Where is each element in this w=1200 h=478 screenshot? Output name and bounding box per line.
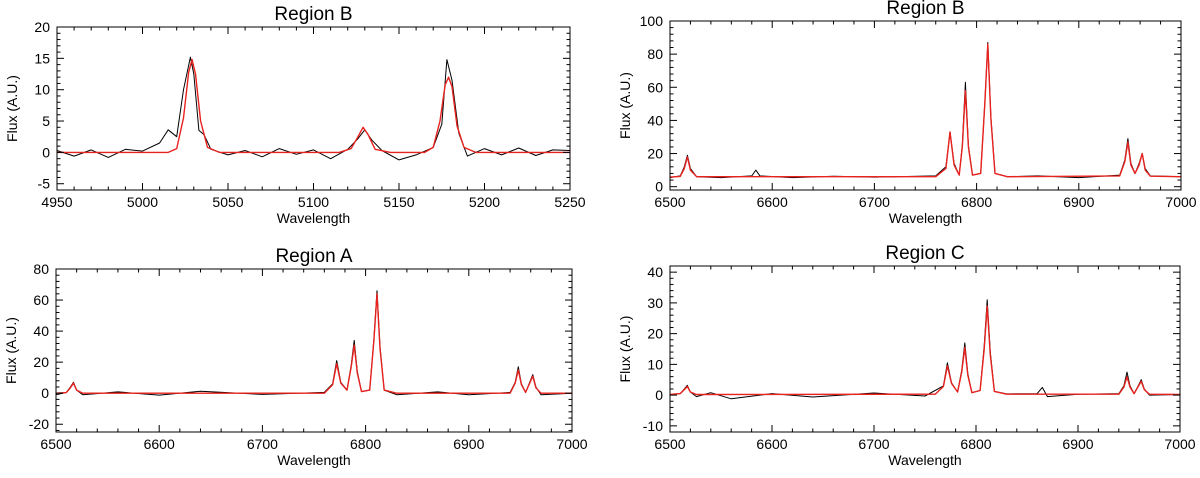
x-tick-label: 5100 xyxy=(298,194,329,210)
chart-title: Region A xyxy=(275,246,352,267)
x-tick-label: 6800 xyxy=(350,436,381,452)
y-tick-label: 40 xyxy=(33,323,49,339)
x-tick-label: 6900 xyxy=(453,436,484,452)
y-tick-label: 60 xyxy=(33,292,49,308)
x-tick-label: 6700 xyxy=(859,194,890,210)
x-tick-label: 6700 xyxy=(858,436,889,452)
y-tick-label: -10 xyxy=(643,418,663,434)
x-tick-label: 5050 xyxy=(212,194,243,210)
x-axis-label: Wavelength xyxy=(277,210,350,226)
chart-panel-2: 6500 6600 6700 6800 6900 7000 0 20 40 60 80 100 Regi… xyxy=(617,0,1197,226)
x-tick-label: 6600 xyxy=(757,194,788,210)
x-tick-label: 6900 xyxy=(1063,194,1094,210)
x-tick-label: 7000 xyxy=(1165,194,1196,210)
x-tick-label: 6700 xyxy=(247,436,278,452)
chart-title: Region C xyxy=(885,243,964,264)
series-line-model xyxy=(669,43,1182,178)
y-tick-label: 20 xyxy=(647,326,663,342)
x-tick-label: 6500 xyxy=(654,436,685,452)
x-tick-label: 5000 xyxy=(127,194,158,210)
y-axis-label: Flux (A.U.) xyxy=(4,75,20,142)
series-line-observed xyxy=(669,42,1182,179)
y-tick-label: 15 xyxy=(34,50,50,66)
plot-frame xyxy=(669,20,1182,191)
x-tick-label: 6800 xyxy=(960,436,991,452)
x-axis-label: Wavelength xyxy=(277,452,350,468)
y-tick-label: 40 xyxy=(647,264,663,280)
x-tick-label: 5250 xyxy=(554,194,585,210)
chart-panel-4: 6500 6600 6700 6800 6900 7000 -10 0 10 20 30 40 Regi… xyxy=(617,243,1196,468)
plot-frame xyxy=(669,265,1181,433)
y-tick-label: 60 xyxy=(647,79,663,95)
y-axis-label: Flux (A.U.) xyxy=(3,317,19,384)
x-tick-label: 6800 xyxy=(961,194,992,210)
x-tick-label: 5150 xyxy=(383,194,414,210)
series-line-observed xyxy=(55,290,573,396)
y-tick-label: 20 xyxy=(33,354,49,370)
y-tick-label: 20 xyxy=(34,19,50,35)
series-line-model xyxy=(57,58,570,154)
series-line-observed xyxy=(56,56,571,161)
x-tick-label: 5200 xyxy=(469,194,500,210)
y-tick-label: 0 xyxy=(41,385,49,401)
y-tick-label: 80 xyxy=(33,261,49,277)
chart-title: Region B xyxy=(274,4,352,25)
x-axis-label: Wavelength xyxy=(888,452,961,468)
plot-frame xyxy=(55,268,573,433)
y-tick-label: 10 xyxy=(34,82,50,98)
x-tick-label: 7000 xyxy=(556,436,587,452)
series-line-observed xyxy=(669,299,1181,400)
y-tick-label: 5 xyxy=(42,113,50,129)
x-tick-label: 6600 xyxy=(756,436,787,452)
x-tick-label: 6500 xyxy=(40,436,71,452)
y-tick-label: 10 xyxy=(647,356,663,372)
y-tick-label: -20 xyxy=(29,416,49,432)
y-axis-label: Flux (A.U.) xyxy=(617,72,633,139)
y-tick-label: 80 xyxy=(647,46,663,62)
x-axis-label: Wavelength xyxy=(889,210,962,226)
x-tick-label: 6600 xyxy=(144,436,175,452)
y-tick-label: -5 xyxy=(38,176,51,192)
y-tick-label: 30 xyxy=(647,295,663,311)
chart-panel-3: 6500 6600 6700 6800 6900 7000 -20 0 20 40 60 80 Regi… xyxy=(3,246,588,468)
y-tick-label: 40 xyxy=(647,112,663,128)
chart-title: Region B xyxy=(886,0,964,19)
chart-panel-1: 4950 5000 5050 5100 5150 5200 5250 -5 0 5 10 15 20 Re… xyxy=(4,4,586,226)
y-tick-label: 0 xyxy=(655,387,663,403)
y-tick-label: 0 xyxy=(655,179,663,195)
plot-frame xyxy=(56,26,571,191)
series-line-model xyxy=(55,293,572,394)
series-line-model xyxy=(669,305,1181,396)
y-tick-label: 0 xyxy=(42,144,50,160)
x-tick-label: 6900 xyxy=(1062,436,1093,452)
x-tick-label: 7000 xyxy=(1164,436,1195,452)
y-axis-label: Flux (A.U.) xyxy=(617,316,633,383)
x-tick-label: 4950 xyxy=(41,194,72,210)
y-tick-label: 20 xyxy=(647,146,663,162)
x-tick-label: 6500 xyxy=(654,194,685,210)
y-tick-label: 100 xyxy=(640,13,664,29)
